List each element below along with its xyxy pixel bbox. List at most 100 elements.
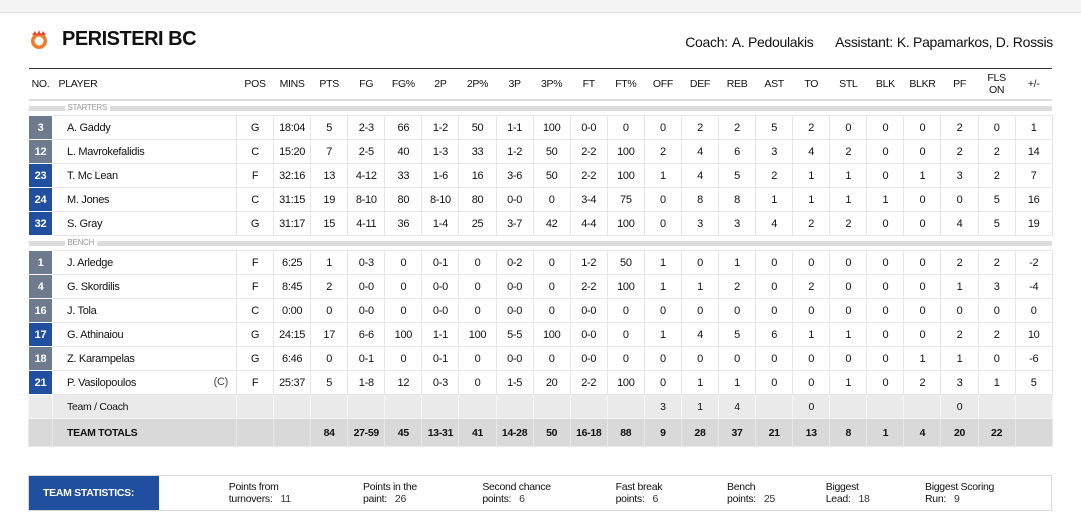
- cell: 23: [28, 163, 53, 188]
- cell: 75: [606, 187, 645, 212]
- cell: 0: [643, 115, 682, 140]
- cell: 2: [940, 115, 979, 140]
- cell: G. Skordilis: [52, 274, 237, 299]
- cell: 0: [643, 346, 682, 371]
- cell: 0: [792, 370, 831, 395]
- cell: 3-4: [569, 187, 608, 212]
- cell: 1: [718, 250, 757, 275]
- cell: 1: [643, 250, 682, 275]
- cell: 0: [866, 139, 905, 164]
- cell: 0-0: [421, 298, 460, 323]
- cell: 2-2: [569, 163, 608, 188]
- cell: 1: [829, 370, 868, 395]
- cell: 19: [310, 187, 349, 212]
- cell: 13: [310, 163, 349, 188]
- cell: 4: [940, 211, 979, 236]
- cell: 66: [384, 115, 423, 140]
- column-header: POS: [236, 68, 274, 101]
- cell: [1014, 418, 1053, 447]
- team-coach-row: Team / Coach 3 1 4 0 0: [28, 394, 1053, 419]
- cell: 36: [384, 211, 423, 236]
- cell: 3: [755, 139, 794, 164]
- cell: 14: [1014, 139, 1053, 164]
- cell: 2: [977, 163, 1016, 188]
- cell: 1: [829, 322, 868, 347]
- cell: 4: [718, 394, 757, 419]
- cell: [903, 394, 942, 419]
- cell: 0: [310, 346, 349, 371]
- column-header: FG%: [384, 68, 422, 101]
- cell: [235, 394, 275, 419]
- cell: 2: [977, 250, 1016, 275]
- cell: 1-3: [421, 139, 460, 164]
- column-header: 3P: [496, 68, 534, 101]
- cell: [866, 394, 905, 419]
- cell: 0: [384, 346, 423, 371]
- player-row: 16 J. Tola C 0:00 0 0-0 0 0-0 0 0-0 0 0-0 0 0 0 0 0 0 0 0 0 0…: [28, 298, 1053, 323]
- cell: 32:16: [273, 163, 312, 188]
- cell: 0-0: [347, 298, 386, 323]
- cell: [273, 418, 312, 447]
- section-cell: STARTERS: [28, 100, 1053, 116]
- stat-label: Second chance points:: [482, 481, 551, 505]
- cell: 21: [755, 418, 794, 447]
- column-header: BLK: [866, 68, 904, 101]
- cell: 6:46: [273, 346, 312, 371]
- cell: 0-0: [569, 115, 608, 140]
- stat-item: Fast break points: 6: [616, 481, 707, 505]
- cell: 0: [866, 322, 905, 347]
- section-label: BENCH: [64, 238, 98, 247]
- cell: 18:04: [273, 115, 312, 140]
- stat-label: Bench points:: [727, 481, 756, 505]
- cell: 13: [792, 418, 831, 447]
- cell: 1-5: [495, 370, 534, 395]
- player-row: 21 P. Vasilopoulos (C) F 25:37 5 1-8 12 0-3 0 1-5 2…: [28, 370, 1053, 395]
- cell: 0: [829, 250, 868, 275]
- cell: 0-3: [347, 250, 386, 275]
- cell: 100: [606, 211, 645, 236]
- column-header: OFF: [644, 68, 682, 101]
- cell: 0-1: [347, 346, 386, 371]
- cell: 0: [680, 250, 720, 275]
- cell: C: [235, 139, 275, 164]
- box-score-table: NO. PLAYER POS MINS PTS FG FG% 2P 2P% 3P 3P% FT FT% O…: [28, 68, 1053, 447]
- player-row: 23 T. Mc Lean F 32:16 13 4-12 33 1-6 16 3-6 50 2-2 1…: [28, 163, 1053, 188]
- cell: 8-10: [421, 187, 460, 212]
- cell: 100: [458, 322, 497, 347]
- cell: 0: [384, 298, 423, 323]
- cell: 0: [606, 115, 645, 140]
- cell: 0-0: [495, 298, 534, 323]
- stat-value: 6: [652, 493, 658, 505]
- assistant: K. Papamarkos, D. Rossis: [896, 34, 1053, 50]
- cell: 50: [532, 163, 571, 188]
- cell: 1: [718, 370, 757, 395]
- stat-value: 18: [858, 493, 870, 505]
- cell: 19: [1014, 211, 1053, 236]
- section-row: STARTERS: [28, 100, 1053, 116]
- cell: 5: [1014, 370, 1053, 395]
- cell: 0: [903, 274, 942, 299]
- cell: 4: [792, 139, 831, 164]
- cell: 0: [903, 211, 942, 236]
- cell: [532, 394, 571, 419]
- totals-row: TEAM TOTALS 84 27-59 45 13-31 41 14-28 50 16-18 8…: [28, 418, 1053, 447]
- cell: 4-12: [347, 163, 386, 188]
- cell: 2-5: [347, 139, 386, 164]
- cell: 8:45: [273, 274, 312, 299]
- cell: 1: [28, 250, 53, 275]
- section-row: BENCH: [28, 236, 1053, 251]
- cell: 2: [643, 139, 682, 164]
- cell: 0: [866, 346, 905, 371]
- cell: 50: [532, 139, 571, 164]
- cell: 84: [310, 418, 349, 447]
- cell: [458, 394, 497, 419]
- stat-value: 9: [954, 493, 960, 505]
- cell: 2: [940, 139, 979, 164]
- player-row: 18 Z. Karampelas G 6:46 0 0-1 0 0-1 0 0-0 0 0-0 0 0 0 0…: [28, 346, 1053, 371]
- cell: 0: [532, 298, 571, 323]
- cell: 0: [1014, 298, 1053, 323]
- column-header: PF: [940, 68, 979, 101]
- column-header: REB: [718, 68, 756, 101]
- stat-item: Second chance points: 6: [482, 481, 595, 505]
